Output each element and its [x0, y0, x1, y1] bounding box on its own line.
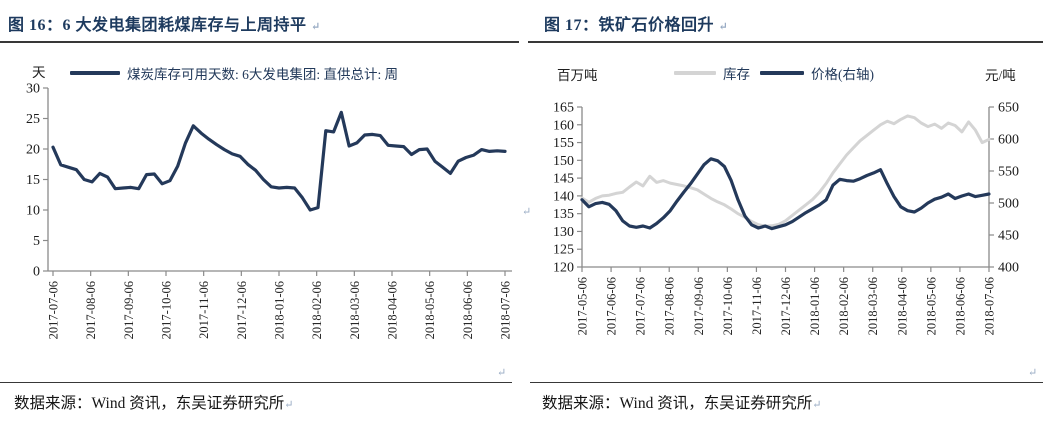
price-series-line-swatch — [760, 71, 804, 75]
left-y-axis-tick-label: 145 — [553, 172, 574, 187]
figure17-source: 数据来源：Wind 资讯，东吴证券研究所↵ — [542, 391, 821, 413]
coal-inventory-chart: 0 5 10 15 20 25 30 2017-07-06 2017-08-06 2017-09-… — [26, 82, 513, 340]
left-y-axis-tick-label: 130 — [553, 225, 574, 240]
y-axis-tick-label: 20 — [26, 143, 40, 158]
figure16-legend: 煤炭库存可用天数: 6大发电集团: 直供总计: 周 — [70, 63, 408, 83]
coal-series-line-swatch — [70, 71, 120, 75]
left-y-axis-tick-label: 140 — [553, 189, 574, 204]
paragraph-mark: ↵ — [718, 21, 729, 33]
figure16-title: 图 16：6 大发电集团耗煤库存与上周持平 ↵ — [8, 11, 321, 35]
x-axis-tick-label: 2017-10-06 — [160, 281, 174, 339]
x-axis-tick-label: 2017-12-06 — [235, 281, 249, 339]
figure17-title-text: 图 17：铁矿石价格回升 — [544, 17, 715, 34]
x-axis-tick-label: 2018-03-06 — [348, 281, 362, 339]
x-axis-tick-label: 2018-04-06 — [895, 277, 909, 335]
y-axis-tick-label: 0 — [33, 265, 40, 280]
x-axis-tick-label: 2018-07-06 — [983, 277, 997, 335]
inventory-series-line-swatch — [674, 71, 716, 75]
iron-ore-chart: 120 125 130 135 140 145 150 155 160 165 400 450 500 5… — [553, 101, 1019, 336]
x-axis-tick-label: 2018-06-06 — [953, 277, 967, 335]
left-y-axis-tick-label: 120 — [553, 261, 574, 276]
left-y-axis-tick-label: 135 — [553, 207, 574, 222]
figure16-source: 数据来源：Wind 资讯，东吴证券研究所↵ — [14, 391, 293, 413]
left-y-axis-tick-label: 125 — [553, 243, 574, 258]
figure16-title-rule — [0, 41, 519, 43]
x-axis-tick-label: 2018-03-06 — [866, 277, 880, 335]
x-axis-tick-label: 2018-05-06 — [924, 277, 938, 335]
figure16-footer-rule — [0, 382, 512, 383]
figure17-legend: 库存 价格(右轴) — [674, 63, 884, 83]
x-axis-tick-label: 2017-11-06 — [197, 281, 211, 339]
paragraph-mark: ↵ — [812, 399, 822, 411]
paragraph-mark: ↵ — [284, 399, 294, 411]
x-axis-tick-label: 2017-08-06 — [663, 277, 677, 335]
x-axis-tick-label: 2017-09-06 — [692, 277, 706, 335]
figure17-right-axis-unit: 元/吨 — [985, 68, 1016, 83]
paragraph-mark: ↵ — [1028, 367, 1038, 379]
x-axis-tick-label: 2017-11-06 — [750, 277, 764, 335]
left-y-axis-tick-label: 150 — [553, 154, 574, 169]
x-axis-tick-label: 2017-12-06 — [779, 277, 793, 335]
x-axis-tick-label: 2018-02-06 — [310, 281, 324, 339]
left-y-axis-tick-label: 155 — [553, 136, 574, 151]
left-y-axis-tick-label: 160 — [553, 118, 574, 133]
figure17-title-rule — [528, 41, 1043, 43]
right-y-axis-tick-label: 550 — [998, 165, 1019, 180]
x-axis-tick-label: 2018-01-06 — [808, 277, 822, 335]
x-axis-tick-label: 2017-07-06 — [47, 281, 61, 339]
x-axis-tick-label: 2017-07-06 — [634, 277, 648, 335]
paragraph-mark: ↵ — [522, 206, 532, 218]
x-axis-tick-label: 2018-05-06 — [423, 281, 437, 339]
y-axis-tick-label: 25 — [26, 112, 40, 127]
inventory-legend-label: 库存 — [723, 67, 750, 82]
y-axis-tick-label: 10 — [26, 204, 40, 219]
x-axis-tick-label: 2018-01-06 — [273, 281, 287, 339]
x-axis-tick-label: 2017-09-06 — [122, 281, 136, 339]
x-axis-tick-label: 2017-05-06 — [576, 277, 590, 335]
x-axis-tick-label: 2018-02-06 — [837, 277, 851, 335]
right-y-axis-tick-label: 400 — [998, 261, 1019, 276]
figure16-y-axis-unit: 天 — [32, 65, 46, 80]
x-axis-tick-label: 2018-04-06 — [386, 281, 400, 339]
figure16-source-text: 数据来源：Wind 资讯，东吴证券研究所 — [14, 395, 285, 412]
paragraph-mark: ↵ — [311, 21, 321, 33]
figure16-title-text: 图 16：6 大发电集团耗煤库存与上周持平 — [8, 17, 307, 34]
paragraph-mark: ↵ — [497, 367, 507, 379]
figure17-left-axis-unit: 百万吨 — [557, 68, 598, 83]
x-axis-tick-label: 2018-07-06 — [499, 281, 513, 339]
figure17-footer-rule — [530, 382, 1043, 383]
price-legend-label: 价格(右轴) — [811, 67, 874, 82]
figure17-source-text: 数据来源：Wind 资讯，东吴证券研究所 — [542, 395, 813, 412]
right-y-axis-tick-label: 600 — [998, 133, 1019, 148]
right-y-axis-tick-label: 650 — [998, 101, 1019, 116]
y-axis-tick-label: 5 — [33, 234, 40, 249]
x-axis-tick-label: 2017-06-06 — [605, 277, 619, 335]
y-axis-tick-label: 30 — [26, 82, 40, 97]
iron-ore-inventory-line — [580, 114, 991, 228]
left-y-axis-tick-label: 165 — [553, 101, 574, 116]
right-y-axis-tick-label: 450 — [998, 229, 1019, 244]
x-axis-tick-label: 2017-10-06 — [721, 277, 735, 335]
y-axis-tick-label: 15 — [26, 173, 40, 188]
x-axis-tick-label: 2017-08-06 — [84, 281, 98, 339]
coal-inventory-line — [51, 110, 507, 212]
right-y-axis-tick-label: 500 — [998, 197, 1019, 212]
coal-series-legend-label: 煤炭库存可用天数: 6大发电集团: 直供总计: 周 — [127, 67, 399, 82]
figure17-title: 图 17：铁矿石价格回升 ↵ — [544, 11, 728, 35]
x-axis-tick-label: 2018-06-06 — [461, 281, 475, 339]
iron-ore-price-line — [580, 157, 991, 231]
